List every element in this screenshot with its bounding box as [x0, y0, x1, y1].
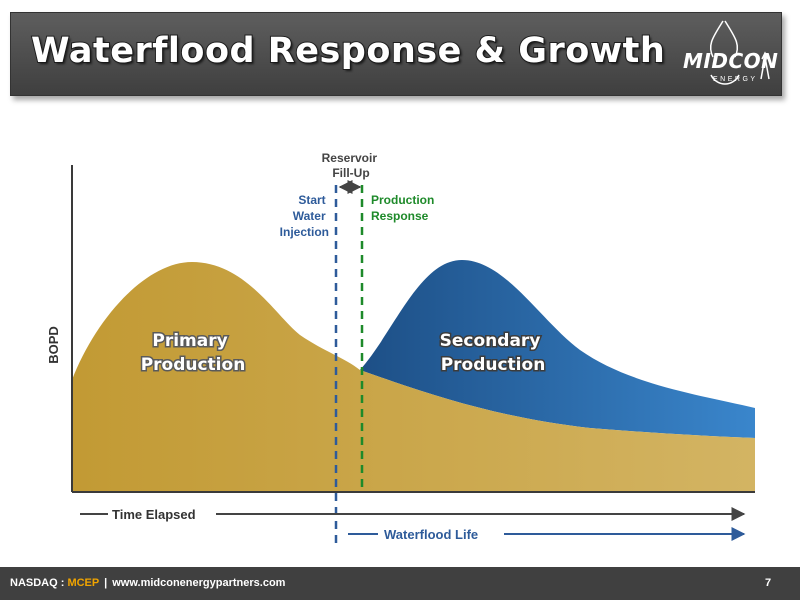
slide-title: Waterflood Response & Growth: [30, 30, 666, 72]
midcon-logo: MIDCON ENERGY: [673, 15, 781, 93]
y-axis-label: BOPD: [46, 326, 61, 364]
footer-exchange: NASDAQ :: [10, 577, 68, 589]
footer-website-link[interactable]: www.midconenergypartners.com: [112, 577, 286, 589]
logo-subtext: ENERGY: [713, 76, 758, 83]
footer-separator: |: [104, 577, 108, 589]
logo-drop-icon: [709, 20, 770, 85]
time-elapsed-label: Time Elapsed: [112, 507, 196, 522]
primary-production-label: Primary Production: [141, 331, 246, 375]
waterflood-life-label: Waterflood Life: [384, 527, 478, 542]
fillup-label: Reservoir Fill-Up: [322, 151, 381, 180]
secondary-production-area: [360, 260, 755, 438]
primary-production-area: [72, 262, 755, 492]
secondary-production-label: Secondary Production: [440, 331, 547, 375]
start-injection-label: Start Water Injection: [280, 193, 329, 239]
footer-text: NASDAQ : MCEP | www.midconenergypartners…: [10, 577, 285, 589]
footer-ticker: MCEP: [67, 577, 100, 589]
footer-bar: NASDAQ : MCEP | www.midconenergypartners…: [0, 567, 800, 600]
production-response-label: Production Response: [371, 193, 438, 223]
header-banner: Waterflood Response & Growth MIDCON ENER…: [10, 12, 782, 96]
logo-wordmark: MIDCON: [683, 49, 779, 73]
page-number: 7: [765, 577, 772, 589]
